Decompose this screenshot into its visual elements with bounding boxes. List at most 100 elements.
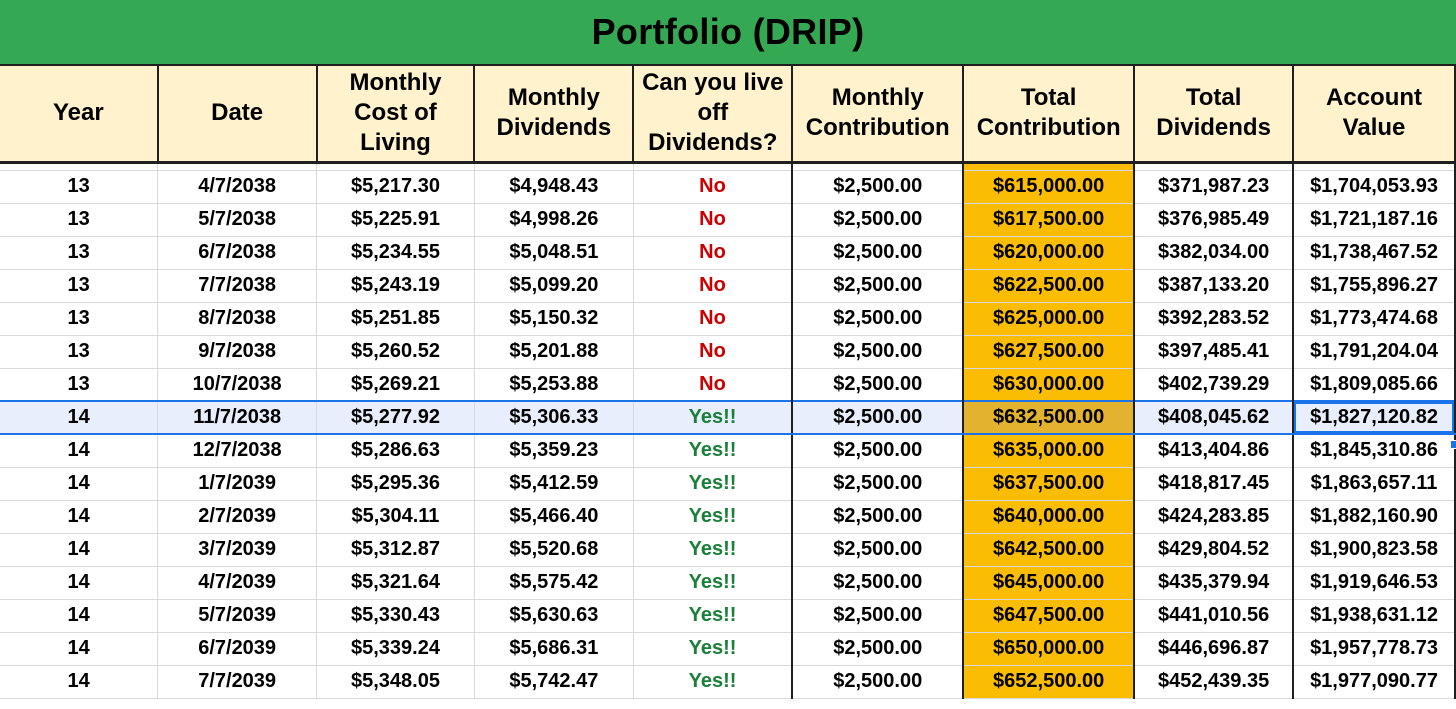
account-value-cell[interactable]: $1,704,053.93 (1293, 170, 1456, 204)
monthly-dividends-cell[interactable]: $5,201.88 (474, 335, 634, 369)
date-cell[interactable]: 10/7/2038 (157, 368, 318, 402)
monthly-dividends-cell[interactable]: $5,306.33 (474, 400, 634, 435)
account-value-cell[interactable]: $1,977,090.77 (1293, 665, 1456, 699)
total-contribution-cell[interactable]: $645,000.00 (963, 566, 1136, 600)
live-off-dividends-cell[interactable]: Yes!! (633, 632, 794, 666)
monthly-contribution-cell[interactable]: $2,500.00 (792, 203, 965, 237)
account-value-cell[interactable]: $1,738,467.52 (1293, 236, 1456, 270)
cost-of-living-cell[interactable]: $5,225.91 (316, 203, 475, 237)
total-contribution-cell[interactable]: $615,000.00 (963, 170, 1136, 204)
total-dividends-cell[interactable]: $441,010.56 (1134, 599, 1295, 633)
account-value-cell[interactable]: $1,721,187.16 (1293, 203, 1456, 237)
monthly-contribution-cell[interactable]: $2,500.00 (792, 335, 965, 369)
monthly-dividends-cell[interactable]: $4,998.26 (474, 203, 634, 237)
year-cell[interactable]: 13 (0, 203, 159, 237)
total-dividends-cell[interactable]: $387,133.20 (1134, 269, 1295, 303)
monthly-dividends-cell[interactable]: $5,048.51 (474, 236, 634, 270)
live-off-dividends-cell[interactable]: Yes!! (633, 665, 794, 699)
total-dividends-cell[interactable]: $424,283.85 (1134, 500, 1295, 534)
live-off-dividends-cell[interactable]: No (633, 335, 794, 369)
year-cell[interactable]: 14 (0, 566, 159, 600)
cost-of-living-cell[interactable]: $5,251.85 (316, 302, 475, 336)
date-cell[interactable]: 1/7/2039 (157, 467, 318, 501)
table-row[interactable]: 14 7/7/2039 $5,348.05 $5,742.47 Yes!! $2,500.… (0, 665, 1456, 699)
table-row[interactable]: 13 8/7/2038 $5,251.85 $5,150.32 No $2,500.00 $… (0, 302, 1456, 336)
date-cell[interactable]: 6/7/2039 (157, 632, 318, 666)
table-row[interactable]: 14 12/7/2038 $5,286.63 $5,359.23 Yes!! $2,500… (0, 434, 1456, 468)
account-value-cell[interactable]: $1,938,631.12 (1293, 599, 1456, 633)
live-off-dividends-cell[interactable]: Yes!! (633, 533, 794, 567)
date-cell[interactable]: 9/7/2038 (157, 335, 318, 369)
total-contribution-cell[interactable]: $647,500.00 (963, 599, 1136, 633)
year-cell[interactable]: 14 (0, 632, 159, 666)
monthly-contribution-cell[interactable]: $2,500.00 (792, 368, 965, 402)
total-dividends-cell[interactable]: $397,485.41 (1134, 335, 1295, 369)
date-cell[interactable]: 7/7/2039 (157, 665, 318, 699)
monthly-contribution-cell[interactable]: $2,500.00 (792, 236, 965, 270)
year-cell[interactable]: 14 (0, 400, 159, 435)
year-cell[interactable]: 14 (0, 665, 159, 699)
total-contribution-cell[interactable]: $640,000.00 (963, 500, 1136, 534)
account-value-cell[interactable]: $1,845,310.86 (1293, 434, 1456, 468)
header-account-value[interactable]: Account Value (1293, 66, 1456, 164)
total-dividends-cell[interactable]: $435,379.94 (1134, 566, 1295, 600)
total-contribution-cell[interactable]: $637,500.00 (963, 467, 1136, 501)
year-cell[interactable]: 14 (0, 500, 159, 534)
cost-of-living-cell[interactable]: $5,330.43 (316, 599, 475, 633)
cost-of-living-cell[interactable]: $5,217.30 (316, 170, 475, 204)
date-cell[interactable]: 4/7/2039 (157, 566, 318, 600)
header-monthly-dividends[interactable]: Monthly Dividends (474, 66, 635, 164)
live-off-dividends-cell[interactable]: No (633, 203, 794, 237)
total-dividends-cell[interactable]: $382,034.00 (1134, 236, 1295, 270)
account-value-cell[interactable]: $1,755,896.27 (1293, 269, 1456, 303)
total-contribution-cell[interactable]: $622,500.00 (963, 269, 1136, 303)
account-value-cell[interactable]: $1,919,646.53 (1293, 566, 1456, 600)
total-dividends-cell[interactable]: $446,696.87 (1134, 632, 1295, 666)
monthly-dividends-cell[interactable]: $5,412.59 (474, 467, 634, 501)
live-off-dividends-cell[interactable]: Yes!! (633, 500, 794, 534)
monthly-contribution-cell[interactable]: $2,500.00 (792, 665, 965, 699)
table-row[interactable]: 13 5/7/2038 $5,225.91 $4,998.26 No $2,500.00 $… (0, 203, 1456, 237)
header-monthly-contribution[interactable]: Monthly Contribution (792, 66, 965, 164)
cost-of-living-cell[interactable]: $5,243.19 (316, 269, 475, 303)
header-date[interactable]: Date (157, 66, 318, 164)
monthly-dividends-cell[interactable]: $5,359.23 (474, 434, 634, 468)
monthly-dividends-cell[interactable]: $5,099.20 (474, 269, 634, 303)
live-off-dividends-cell[interactable]: Yes!! (633, 400, 794, 435)
year-cell[interactable]: 14 (0, 599, 159, 633)
header-year[interactable]: Year (0, 66, 159, 164)
date-cell[interactable]: 8/7/2038 (157, 302, 318, 336)
account-value-cell[interactable]: $1,773,474.68 (1293, 302, 1456, 336)
date-cell[interactable]: 2/7/2039 (157, 500, 318, 534)
monthly-dividends-cell[interactable]: $5,686.31 (474, 632, 634, 666)
monthly-dividends-cell[interactable]: $5,520.68 (474, 533, 634, 567)
table-row[interactable]: 14 5/7/2039 $5,330.43 $5,630.63 Yes!! $2,500.… (0, 599, 1456, 633)
monthly-contribution-cell[interactable]: $2,500.00 (792, 632, 965, 666)
live-off-dividends-cell[interactable]: No (633, 368, 794, 402)
total-contribution-cell[interactable]: $632,500.00 (963, 400, 1136, 435)
table-row[interactable]: 14 3/7/2039 $5,312.87 $5,520.68 Yes!! $2,500.… (0, 533, 1456, 567)
cost-of-living-cell[interactable]: $5,277.92 (316, 400, 475, 435)
live-off-dividends-cell[interactable]: No (633, 269, 794, 303)
monthly-dividends-cell[interactable]: $5,630.63 (474, 599, 634, 633)
live-off-dividends-cell[interactable]: No (633, 236, 794, 270)
monthly-contribution-cell[interactable]: $2,500.00 (792, 400, 965, 435)
header-can-you-live-off-dividends[interactable]: Can you live off Dividends? (633, 66, 794, 164)
monthly-dividends-cell[interactable]: $5,253.88 (474, 368, 634, 402)
monthly-contribution-cell[interactable]: $2,500.00 (792, 599, 965, 633)
total-contribution-cell[interactable]: $650,000.00 (963, 632, 1136, 666)
cost-of-living-cell[interactable]: $5,339.24 (316, 632, 475, 666)
monthly-contribution-cell[interactable]: $2,500.00 (792, 269, 965, 303)
cost-of-living-cell[interactable]: $5,295.36 (316, 467, 475, 501)
date-cell[interactable]: 3/7/2039 (157, 533, 318, 567)
fill-handle[interactable] (1450, 440, 1456, 449)
monthly-dividends-cell[interactable]: $5,466.40 (474, 500, 634, 534)
date-cell[interactable]: 5/7/2038 (157, 203, 318, 237)
table-row[interactable]: 14 11/7/2038 $5,277.92 $5,306.33 Yes!! $2,500… (0, 400, 1456, 435)
header-total-dividends[interactable]: Total Dividends (1134, 66, 1295, 164)
total-contribution-cell[interactable]: $627,500.00 (963, 335, 1136, 369)
cost-of-living-cell[interactable]: $5,304.11 (316, 500, 475, 534)
total-dividends-cell[interactable]: $413,404.86 (1134, 434, 1295, 468)
year-cell[interactable]: 14 (0, 533, 159, 567)
monthly-dividends-cell[interactable]: $5,742.47 (474, 665, 634, 699)
